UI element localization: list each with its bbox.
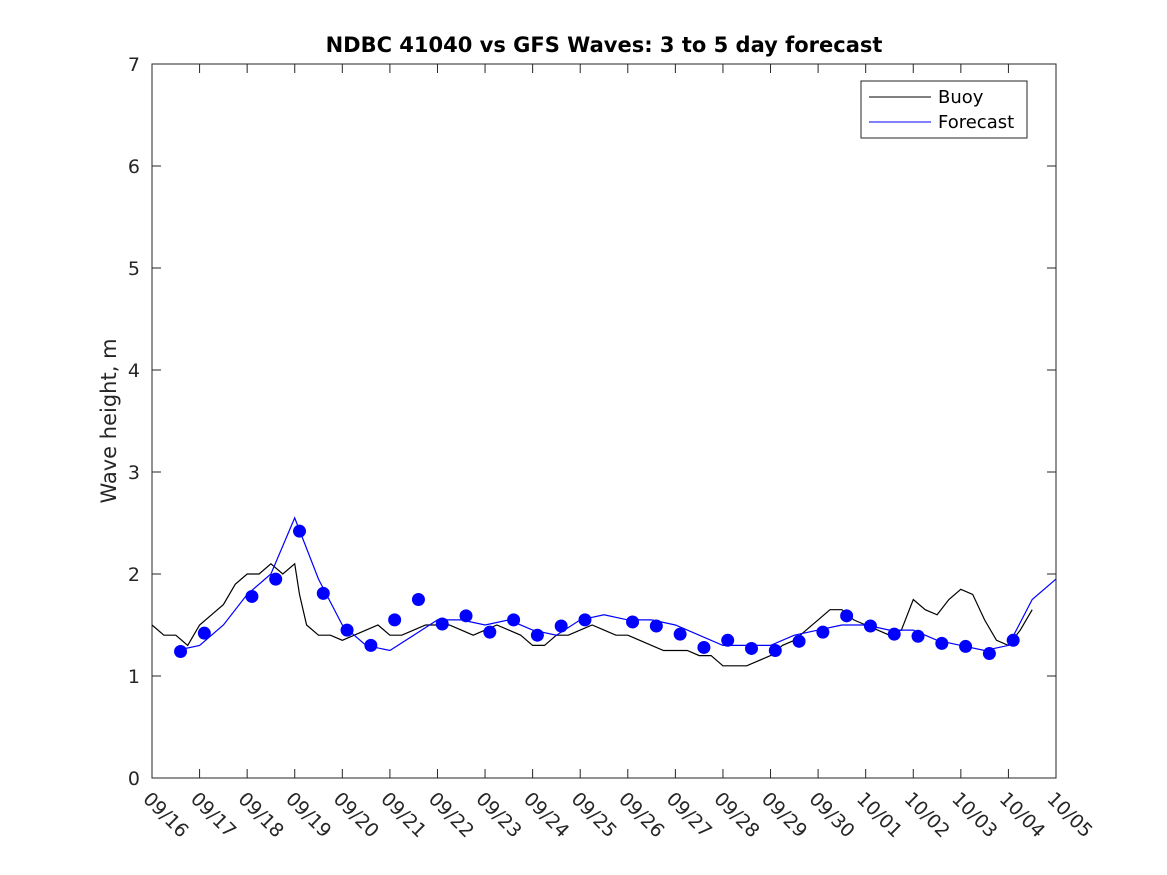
x-tick-label: 10/03 xyxy=(947,788,1001,842)
x-tick-label: 09/23 xyxy=(472,788,526,842)
forecast-marker xyxy=(959,639,973,653)
forecast-marker xyxy=(435,617,449,631)
x-tick-label: 09/22 xyxy=(424,788,478,842)
y-tick-label: 3 xyxy=(128,462,140,484)
forecast-marker xyxy=(507,613,521,627)
forecast-marker xyxy=(744,641,758,655)
forecast-marker xyxy=(721,633,735,647)
forecast-marker xyxy=(649,619,663,633)
x-tick-label: 09/29 xyxy=(757,788,811,842)
forecast-marker xyxy=(578,613,592,627)
forecast-marker xyxy=(1006,633,1020,647)
x-tick-label: 09/20 xyxy=(329,788,383,842)
forecast-line xyxy=(175,516,1057,652)
series-layer xyxy=(151,516,1057,667)
x-tick-label: 09/18 xyxy=(234,788,288,842)
x-tick-label: 09/28 xyxy=(709,788,763,842)
x-tick-label: 09/17 xyxy=(186,788,240,842)
forecast-marker xyxy=(411,593,425,606)
forecast-marker xyxy=(530,628,544,642)
forecast-marker xyxy=(887,627,901,641)
forecast-marker xyxy=(816,625,830,639)
x-tick-label: 09/16 xyxy=(138,788,192,842)
plot-area xyxy=(151,63,1057,779)
forecast-marker xyxy=(840,609,854,623)
forecast-marker xyxy=(792,634,806,648)
forecast-marker xyxy=(911,629,925,643)
forecast-marker xyxy=(863,619,877,633)
y-axis-label: Wave height, m xyxy=(97,338,121,503)
y-tick-label: 0 xyxy=(128,768,140,790)
forecast-marker xyxy=(459,609,473,623)
y-tick-label: 7 xyxy=(128,54,140,76)
forecast-marker xyxy=(174,645,188,659)
forecast-marker xyxy=(269,572,283,586)
x-tick-label: 09/25 xyxy=(567,788,621,842)
y-tick-label: 6 xyxy=(128,156,140,178)
legend-label-buoy: Buoy xyxy=(938,87,984,108)
forecast-marker xyxy=(935,636,949,650)
forecast-marker xyxy=(340,623,354,637)
forecast-marker xyxy=(483,625,497,639)
y-tick-label: 5 xyxy=(128,258,140,280)
forecast-marker xyxy=(626,615,640,629)
forecast-marker xyxy=(388,613,402,627)
forecast-marker xyxy=(197,626,211,640)
y-tick-label: 1 xyxy=(128,666,140,688)
x-tick-label: 09/30 xyxy=(805,788,859,842)
legend-box xyxy=(860,80,1028,139)
buoy-line xyxy=(151,562,1033,667)
x-tick-label: 10/02 xyxy=(900,788,954,842)
forecast-marker xyxy=(316,586,330,600)
forecast-marker xyxy=(982,647,996,661)
x-tick-label: 09/19 xyxy=(281,788,335,842)
chart-title: NDBC 41040 vs GFS Waves: 3 to 5 day fore… xyxy=(326,33,883,57)
x-tick-label: 10/05 xyxy=(1042,788,1096,842)
x-tick-label: 10/01 xyxy=(852,788,906,842)
forecast-marker xyxy=(364,638,378,652)
forecast-marker xyxy=(697,640,711,654)
y-tick-label: 4 xyxy=(128,360,140,382)
y-tick-label: 2 xyxy=(128,564,140,586)
forecast-marker xyxy=(554,619,568,633)
legend: Buoy Forecast xyxy=(860,80,1028,139)
legend-label-forecast: Forecast xyxy=(938,112,1014,133)
x-tick-label: 09/21 xyxy=(376,788,430,842)
x-tick-label: 09/27 xyxy=(662,788,716,842)
forecast-marker xyxy=(768,644,782,657)
forecast-marker xyxy=(245,589,259,603)
x-tick-label: 09/26 xyxy=(614,788,668,842)
forecast-marker xyxy=(292,524,306,538)
x-tick-label: 10/04 xyxy=(995,788,1049,842)
x-tick-label: 09/24 xyxy=(519,788,573,842)
forecast-marker xyxy=(673,627,687,641)
